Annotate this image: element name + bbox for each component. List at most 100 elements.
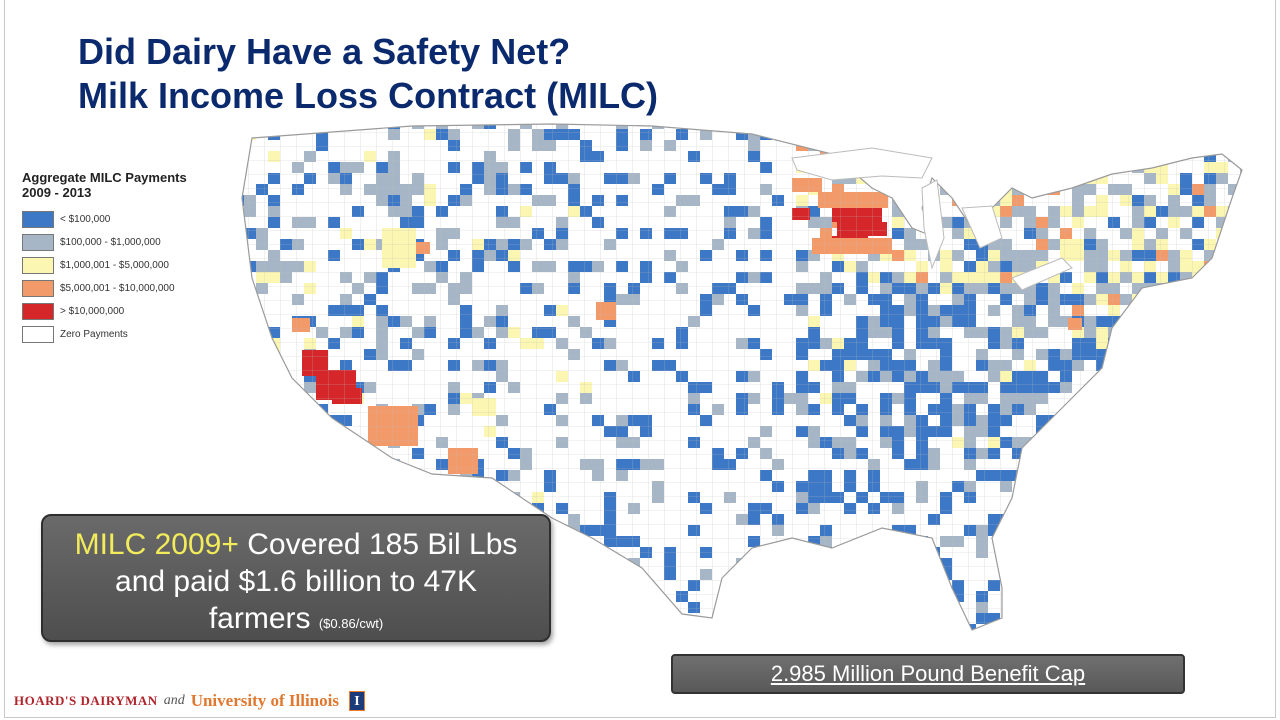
county-cell (640, 624, 652, 630)
callout-line-2: and paid $1.6 billion to 47K (115, 565, 477, 598)
legend-swatch (22, 257, 54, 274)
county-cell (592, 580, 604, 591)
county-cell (1108, 371, 1120, 382)
county-cell (1240, 470, 1242, 481)
county-cell (1096, 437, 1108, 448)
county-cell (1216, 437, 1228, 448)
county-cell (1048, 624, 1060, 630)
county-cell (280, 382, 292, 393)
county-cell (832, 129, 844, 140)
county-cell (1000, 140, 1012, 151)
county-cell (1108, 635, 1120, 638)
callout-text-3: farmers (208, 602, 319, 635)
county-cell (1168, 547, 1180, 558)
county-cell (976, 635, 988, 638)
county-cell (1228, 382, 1240, 393)
county-cell (1144, 558, 1156, 569)
county-cell (1252, 129, 1264, 140)
county-cell (1084, 481, 1096, 492)
county-cell (952, 184, 964, 195)
county-cell (568, 635, 580, 638)
county-cell (244, 382, 256, 393)
county-cell (1264, 360, 1272, 371)
county-cell (1132, 316, 1144, 327)
county-cell (1120, 470, 1132, 481)
county-cell (1000, 173, 1012, 184)
county-cell (808, 129, 820, 140)
county-cell (1084, 525, 1096, 536)
county-cell (1144, 338, 1156, 349)
county-cell (568, 613, 580, 624)
county-cell (988, 129, 1000, 140)
county-cell (1072, 503, 1084, 514)
county-cell (880, 613, 892, 624)
county-cell (688, 124, 700, 129)
county-cell (242, 459, 244, 470)
county-cell (1072, 151, 1084, 162)
callout-small: ($0.86/cwt) (318, 616, 384, 631)
county-cell (1192, 514, 1204, 525)
county-cell (1024, 173, 1036, 184)
county-cell (268, 470, 280, 481)
county-cell (1228, 206, 1240, 217)
county-cell (1240, 206, 1242, 217)
county-cell (808, 547, 820, 558)
county-cell (1216, 261, 1228, 272)
slide-frame (4, 0, 1276, 718)
county-cell (1204, 624, 1216, 630)
county-cell (1192, 140, 1204, 151)
county-cell (1132, 635, 1144, 638)
county-cell (772, 624, 784, 630)
county-cell (1156, 613, 1168, 624)
county-cell (1084, 124, 1096, 129)
county-cell (1108, 349, 1120, 360)
county-cell (1084, 415, 1096, 426)
county-cell (1264, 624, 1272, 635)
county-cell (1132, 129, 1144, 140)
legend-label: $100,000 - $1,000,000 (60, 237, 161, 248)
county-cell (1000, 162, 1012, 173)
legend-label: Zero Payments (60, 329, 128, 340)
county-cell (352, 124, 364, 129)
county-cell (1252, 327, 1264, 338)
benefit-cap-box: 2.985 Million Pound Benefit Cap (671, 654, 1185, 694)
county-cell (1192, 459, 1204, 470)
county-cell (1180, 371, 1192, 382)
county-cell (1012, 173, 1024, 184)
county-cell (940, 602, 952, 613)
county-cell (1252, 459, 1264, 470)
lake-erie (1011, 257, 1073, 291)
county-cell (1120, 514, 1132, 525)
county-cell (1192, 481, 1204, 492)
county-cell (316, 503, 328, 514)
county-cell (1240, 327, 1242, 338)
county-cell (760, 580, 772, 591)
county-cell (280, 459, 292, 470)
callout-highlight: MILC 2009+ (74, 528, 239, 561)
county-cell (1252, 151, 1264, 162)
county-cell (1156, 349, 1168, 360)
county-cell (448, 503, 460, 514)
county-cell (1156, 338, 1168, 349)
county-cell (1168, 382, 1180, 393)
county-cell (1180, 448, 1192, 459)
county-cell (1168, 580, 1180, 591)
county-cell (1120, 316, 1132, 327)
county-cell (1156, 437, 1168, 448)
county-cell (1072, 536, 1084, 547)
county-cell (340, 459, 352, 470)
county-cell (652, 602, 664, 613)
county-cell (484, 503, 496, 514)
county-cell (640, 635, 652, 638)
county-cell (1180, 426, 1192, 437)
county-cell (880, 635, 892, 638)
county-cell (892, 140, 904, 151)
county-cell (1192, 437, 1204, 448)
county-cell (1204, 503, 1216, 514)
county-cell (1000, 569, 1012, 580)
county-cell (1012, 162, 1024, 173)
county-cell (880, 580, 892, 591)
county-cell (242, 437, 244, 448)
title-line-2: Milk Income Loss Contract (MILC) (78, 75, 659, 116)
county-cell (856, 124, 868, 129)
